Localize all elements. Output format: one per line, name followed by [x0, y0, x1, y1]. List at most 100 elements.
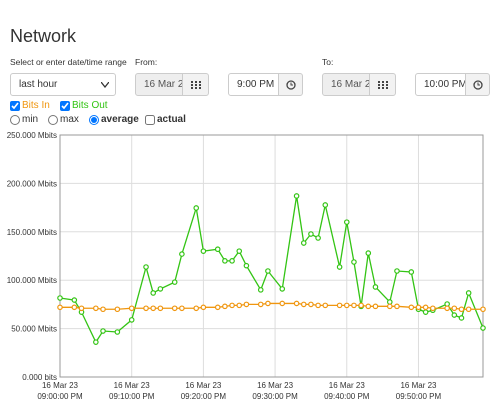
- mode-radio[interactable]: max: [48, 114, 79, 125]
- data-point: [150, 305, 157, 312]
- data-point: [179, 251, 185, 257]
- series-toggle[interactable]: Bits Out: [60, 100, 108, 111]
- data-point: [257, 301, 264, 308]
- y-tick-label: 0.000 bits: [22, 373, 57, 382]
- mode-radio[interactable]: min: [10, 114, 38, 125]
- range-label: Select or enter date/time range: [10, 57, 127, 67]
- data-point: [57, 304, 63, 311]
- data-point: [315, 235, 321, 241]
- x-tick-label: 09:20:00 PM: [181, 392, 227, 401]
- data-point: [465, 306, 472, 313]
- legend-label: Bits In: [22, 100, 50, 111]
- data-point: [100, 328, 106, 334]
- data-point: [229, 302, 235, 309]
- data-point: [458, 315, 465, 321]
- from-date[interactable]: 16 Mar 2: [135, 73, 183, 96]
- data-point: [343, 302, 350, 309]
- calendar-button[interactable]: [182, 73, 209, 96]
- y-tick-label: 250.000 Mbits: [7, 131, 57, 140]
- radio[interactable]: [89, 114, 99, 125]
- data-point: [143, 264, 149, 270]
- data-point: [257, 287, 264, 293]
- data-point: [236, 302, 243, 309]
- data-point: [93, 305, 99, 312]
- data-point: [343, 219, 350, 225]
- data-point: [386, 303, 393, 310]
- data-point: [372, 303, 379, 310]
- mode-label: min: [22, 114, 39, 125]
- data-point: [236, 248, 243, 254]
- data-point: [214, 246, 221, 253]
- data-point: [415, 304, 422, 311]
- data-point: [114, 329, 121, 335]
- data-point: [480, 306, 486, 313]
- data-point: [265, 268, 271, 274]
- data-point: [365, 250, 372, 256]
- data-point: [408, 269, 415, 275]
- x-tick-label: 09:00:00 PM: [37, 392, 83, 401]
- data-point: [351, 259, 357, 265]
- clock-button[interactable]: [278, 73, 303, 96]
- x-tick-date: 16 Mar 23: [400, 381, 437, 390]
- to-date[interactable]: 16 Mar 2: [322, 73, 370, 96]
- data-point: [229, 258, 235, 264]
- data-point: [422, 309, 429, 315]
- series-toggle[interactable]: Bits In: [10, 100, 50, 111]
- y-tick-label: 200.000 Mbits: [7, 179, 57, 188]
- calendar-button[interactable]: [369, 73, 396, 96]
- data-point: [293, 300, 300, 307]
- data-point: [143, 305, 149, 312]
- calendar-icon: [377, 80, 388, 89]
- data-point: [200, 248, 207, 254]
- data-point: [372, 284, 379, 290]
- radio[interactable]: [48, 114, 58, 125]
- select-arrow: [101, 82, 109, 88]
- mode-label: max: [60, 114, 79, 125]
- x-tick-date: 16 Mar 23: [257, 381, 294, 390]
- data-point: [336, 264, 343, 270]
- range-value: last hour: [19, 79, 58, 90]
- legend-label: Bits Out: [72, 100, 108, 111]
- y-tick-label: 150.000 Mbits: [7, 228, 57, 237]
- data-point: [193, 305, 200, 312]
- from-time[interactable]: 9:00 PM: [228, 73, 279, 96]
- data-point: [128, 317, 135, 323]
- to-time[interactable]: 10:00 PM: [415, 73, 466, 96]
- checkbox[interactable]: [10, 100, 20, 111]
- mode-radio[interactable]: average: [89, 114, 139, 125]
- plot-border: [59, 134, 484, 378]
- y-tick-label: 50.000 Mbits: [11, 325, 57, 334]
- data-point: [351, 302, 357, 309]
- y-tick-label: 100.000 Mbits: [7, 276, 57, 285]
- data-point: [480, 325, 486, 331]
- checkbox[interactable]: [145, 114, 155, 125]
- clock-button[interactable]: [465, 73, 490, 96]
- data-point: [408, 304, 415, 311]
- data-point: [365, 303, 372, 310]
- x-tick-date: 16 Mar 23: [185, 381, 222, 390]
- actual-label: actual: [157, 114, 186, 125]
- data-point: [336, 302, 343, 309]
- data-point: [465, 290, 472, 296]
- clock-icon: [285, 79, 296, 90]
- data-point: [222, 303, 228, 310]
- page-title: Network: [10, 26, 77, 46]
- radio[interactable]: [10, 114, 20, 125]
- data-point: [300, 301, 307, 308]
- data-point: [128, 305, 135, 312]
- data-point: [293, 193, 300, 199]
- x-tick-label: 09:30:00 PM: [252, 392, 298, 401]
- x-tick-date: 16 Mar 23: [114, 381, 151, 390]
- checkbox[interactable]: [60, 100, 70, 111]
- data-point: [279, 286, 286, 292]
- data-point: [451, 312, 458, 318]
- from-label: From:: [135, 57, 158, 67]
- data-point: [243, 262, 250, 269]
- x-tick-label: 09:40:00 PM: [324, 392, 370, 401]
- range-select[interactable]: last hour: [10, 73, 116, 96]
- actual-toggle[interactable]: actual: [145, 114, 186, 125]
- data-point: [214, 304, 221, 311]
- data-point: [308, 301, 314, 308]
- data-point: [279, 300, 286, 307]
